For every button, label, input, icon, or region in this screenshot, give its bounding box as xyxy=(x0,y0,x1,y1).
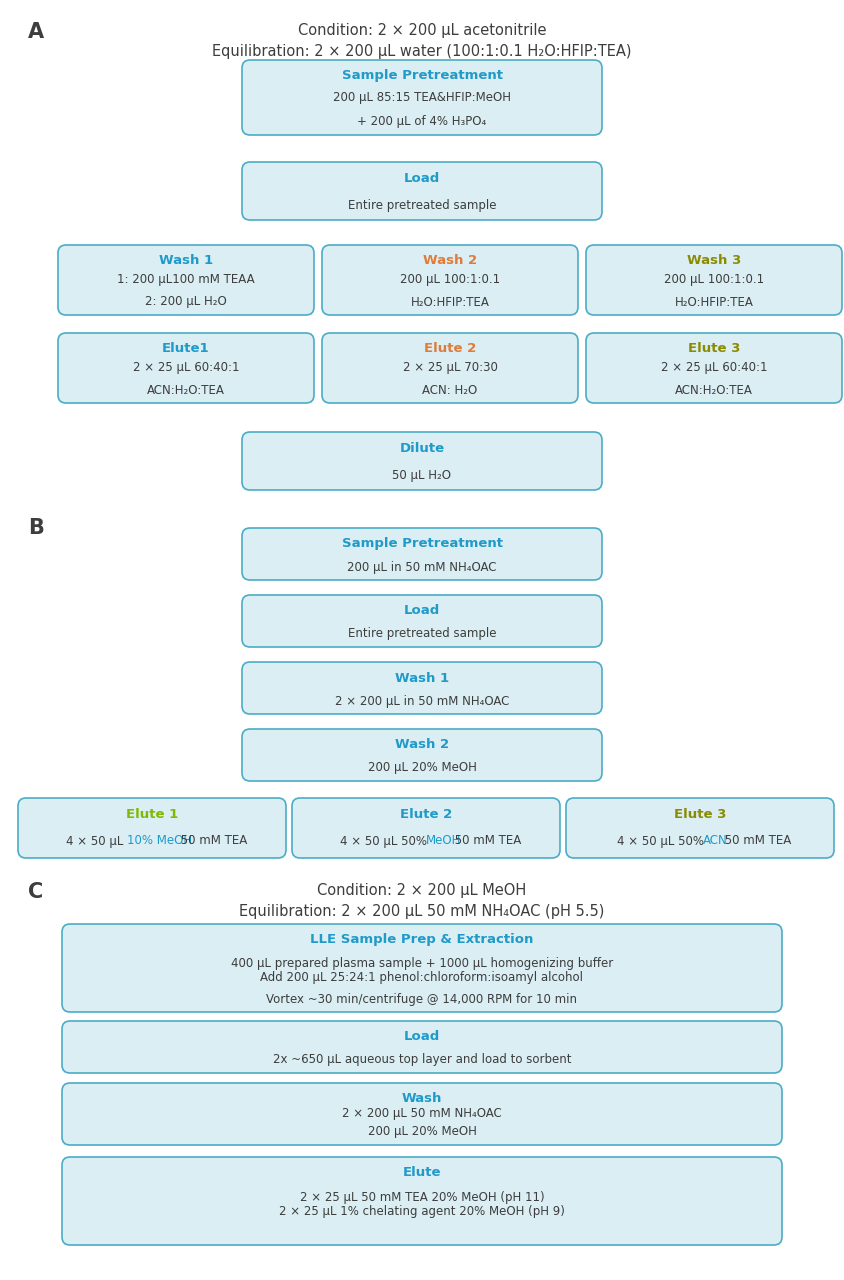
Text: 2 × 25 μL 60:40:1: 2 × 25 μL 60:40:1 xyxy=(133,361,239,375)
Text: 2 × 200 μL in 50 mM NH₄OAC: 2 × 200 μL in 50 mM NH₄OAC xyxy=(335,695,509,708)
FancyBboxPatch shape xyxy=(586,244,842,315)
Text: Wash 1: Wash 1 xyxy=(395,672,449,685)
Text: Elute 2: Elute 2 xyxy=(400,808,452,820)
Text: Load: Load xyxy=(404,1030,440,1043)
Text: Wash 3: Wash 3 xyxy=(687,255,741,268)
Text: + 200 μL of 4% H₃PO₄: + 200 μL of 4% H₃PO₄ xyxy=(357,114,487,128)
Text: 200 μL in 50 mM NH₄OAC: 200 μL in 50 mM NH₄OAC xyxy=(347,561,497,573)
Text: 2 × 25 μL 1% chelating agent 20% MeOH (pH 9): 2 × 25 μL 1% chelating agent 20% MeOH (p… xyxy=(279,1204,565,1217)
Text: Elute1: Elute1 xyxy=(162,343,210,356)
Text: Wash 2: Wash 2 xyxy=(423,255,477,268)
Text: A: A xyxy=(28,22,44,42)
Text: 2 × 200 μL 50 mM NH₄OAC: 2 × 200 μL 50 mM NH₄OAC xyxy=(342,1107,502,1120)
Text: 4 × 50 μL: 4 × 50 μL xyxy=(66,835,127,847)
Text: Elute 3: Elute 3 xyxy=(674,808,726,820)
Text: 200 μL 20% MeOH: 200 μL 20% MeOH xyxy=(368,1125,476,1138)
FancyBboxPatch shape xyxy=(322,244,578,315)
FancyBboxPatch shape xyxy=(242,595,602,646)
Text: Add 200 μL 25:24:1 phenol:chloroform:isoamyl alcohol: Add 200 μL 25:24:1 phenol:chloroform:iso… xyxy=(261,972,583,984)
Text: 200 μL 85:15 TEA&HFIP:MeOH: 200 μL 85:15 TEA&HFIP:MeOH xyxy=(333,91,511,104)
Text: Vortex ~30 min/centrifuge @ 14,000 RPM for 10 min: Vortex ~30 min/centrifuge @ 14,000 RPM f… xyxy=(267,993,577,1006)
Text: B: B xyxy=(28,518,44,538)
Text: C: C xyxy=(28,882,43,902)
Text: 200 μL 20% MeOH: 200 μL 20% MeOH xyxy=(368,762,476,774)
Text: 2x ~650 μL aqueous top layer and load to sorbent: 2x ~650 μL aqueous top layer and load to… xyxy=(273,1053,571,1066)
Text: 4 × 50 μL 50%: 4 × 50 μL 50% xyxy=(617,835,708,847)
Text: LLE Sample Prep & Extraction: LLE Sample Prep & Extraction xyxy=(311,933,533,946)
Text: Condition: 2 × 200 μL acetonitrile: Condition: 2 × 200 μL acetonitrile xyxy=(298,23,546,38)
FancyBboxPatch shape xyxy=(58,333,314,403)
Text: MeOH: MeOH xyxy=(426,835,462,847)
Text: ACN:H₂O:TEA: ACN:H₂O:TEA xyxy=(147,384,225,397)
Text: 200 μL 100:1:0.1: 200 μL 100:1:0.1 xyxy=(400,274,500,287)
Text: Elute: Elute xyxy=(403,1166,441,1179)
Text: 200 μL 100:1:0.1: 200 μL 100:1:0.1 xyxy=(664,274,764,287)
FancyBboxPatch shape xyxy=(62,1021,782,1073)
Text: 2: 200 μL H₂O: 2: 200 μL H₂O xyxy=(145,296,227,308)
Text: H₂O:HFIP:TEA: H₂O:HFIP:TEA xyxy=(674,296,754,308)
FancyBboxPatch shape xyxy=(62,924,782,1012)
Text: 1: 200 μL100 mM TEAA: 1: 200 μL100 mM TEAA xyxy=(117,274,255,287)
Text: Wash 2: Wash 2 xyxy=(395,739,449,751)
Text: Dilute: Dilute xyxy=(399,442,445,454)
Text: 400 μL prepared plasma sample + 1000 μL homogenizing buffer: 400 μL prepared plasma sample + 1000 μL … xyxy=(231,957,613,970)
Text: 50 mM TEA: 50 mM TEA xyxy=(451,835,521,847)
FancyBboxPatch shape xyxy=(18,797,286,858)
FancyBboxPatch shape xyxy=(242,163,602,220)
FancyBboxPatch shape xyxy=(242,730,602,781)
FancyBboxPatch shape xyxy=(566,797,834,858)
Text: 50 mM TEA: 50 mM TEA xyxy=(176,835,246,847)
FancyBboxPatch shape xyxy=(242,60,602,134)
Text: 50 mM TEA: 50 mM TEA xyxy=(722,835,792,847)
Text: 2 × 25 μL 70:30: 2 × 25 μL 70:30 xyxy=(403,361,497,375)
Text: Wash: Wash xyxy=(402,1093,442,1106)
Text: 4 × 50 μL 50%: 4 × 50 μL 50% xyxy=(340,835,430,847)
Text: Load: Load xyxy=(404,604,440,617)
FancyBboxPatch shape xyxy=(242,662,602,714)
Text: Equilibration: 2 × 200 μL water (100:1:0.1 H₂O:HFIP:TEA): Equilibration: 2 × 200 μL water (100:1:0… xyxy=(212,44,632,59)
Text: 10% MeOH: 10% MeOH xyxy=(127,835,192,847)
FancyBboxPatch shape xyxy=(62,1083,782,1146)
Text: Wash 1: Wash 1 xyxy=(159,255,213,268)
Text: Elute 1: Elute 1 xyxy=(126,808,178,820)
Text: Condition: 2 × 200 μL MeOH: Condition: 2 × 200 μL MeOH xyxy=(317,883,527,899)
FancyBboxPatch shape xyxy=(586,333,842,403)
FancyBboxPatch shape xyxy=(242,527,602,580)
Text: Sample Pretreatment: Sample Pretreatment xyxy=(342,69,502,82)
Text: Elute 3: Elute 3 xyxy=(688,343,740,356)
Text: ACN:H₂O:TEA: ACN:H₂O:TEA xyxy=(675,384,753,397)
FancyBboxPatch shape xyxy=(58,244,314,315)
FancyBboxPatch shape xyxy=(242,431,602,490)
Text: Elute 2: Elute 2 xyxy=(424,343,476,356)
Text: 2 × 25 μL 50 mM TEA 20% MeOH (pH 11): 2 × 25 μL 50 mM TEA 20% MeOH (pH 11) xyxy=(300,1190,544,1203)
Text: 50 μL H₂O: 50 μL H₂O xyxy=(392,468,452,481)
Text: Load: Load xyxy=(404,172,440,184)
Text: Equilibration: 2 × 200 μL 50 mM NH₄OAC (pH 5.5): Equilibration: 2 × 200 μL 50 mM NH₄OAC (… xyxy=(240,904,604,919)
Text: 2 × 25 μL 60:40:1: 2 × 25 μL 60:40:1 xyxy=(661,361,767,375)
Text: H₂O:HFIP:TEA: H₂O:HFIP:TEA xyxy=(410,296,490,308)
Text: ACN: H₂O: ACN: H₂O xyxy=(422,384,478,397)
Text: Entire pretreated sample: Entire pretreated sample xyxy=(348,198,496,211)
FancyBboxPatch shape xyxy=(62,1157,782,1245)
FancyBboxPatch shape xyxy=(322,333,578,403)
Text: Sample Pretreatment: Sample Pretreatment xyxy=(342,538,502,550)
FancyBboxPatch shape xyxy=(292,797,560,858)
Text: ACN: ACN xyxy=(703,835,728,847)
Text: Entire pretreated sample: Entire pretreated sample xyxy=(348,627,496,640)
